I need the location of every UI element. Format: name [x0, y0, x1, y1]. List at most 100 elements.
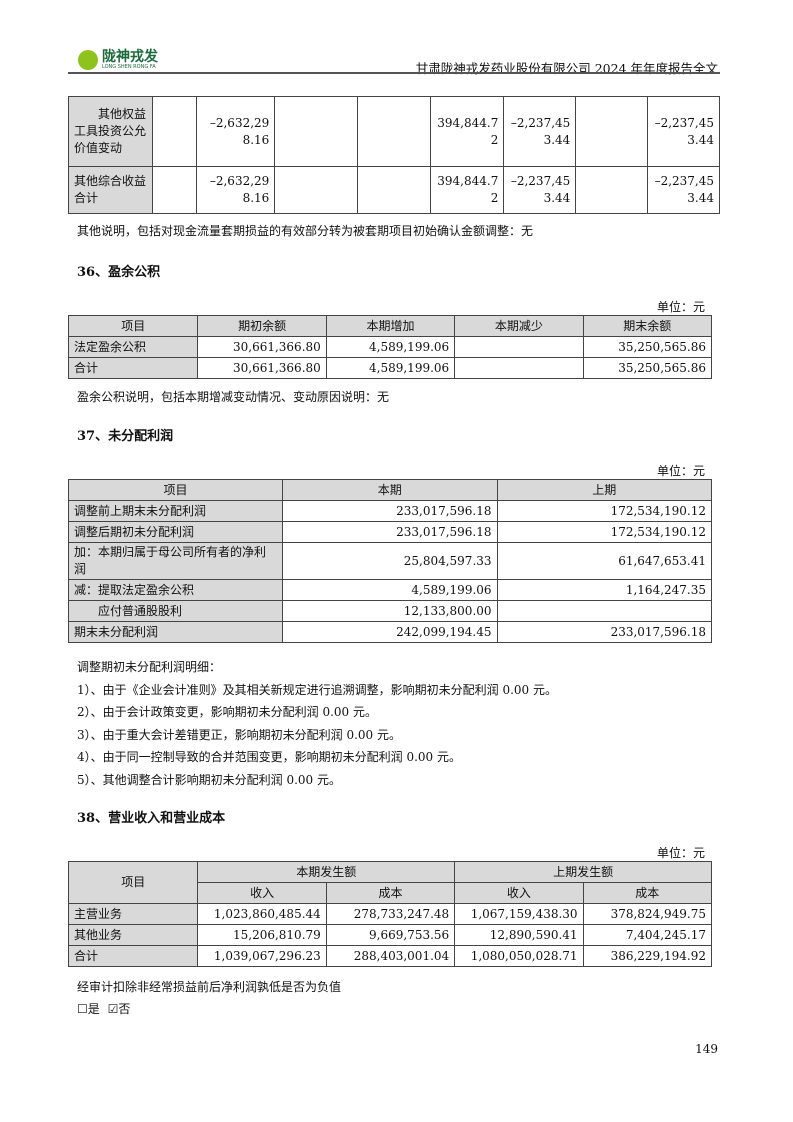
note-line: 4）、由于同一控制导致的合并范围变更，影响期初未分配利润 0.00 元。	[77, 750, 461, 765]
table-cell	[575, 166, 648, 214]
table-cell: 上期发生额	[454, 861, 712, 883]
table-cell: 其他业务	[67, 924, 199, 946]
oci-note: 其他说明，包括对现金流量套期损益的有效部分转为被套期项目初始确认金额调整：无	[77, 224, 534, 238]
answer-options: ☐是 ☑否	[77, 1000, 130, 1017]
table-cell: 项目	[67, 861, 199, 904]
unit-label: 单位：元	[656, 846, 705, 860]
table-row: 其他综合收益合计 –2,632,298.16 394,844.72 –2,237,45…	[67, 166, 721, 214]
note-line: 调整期初未分配利润明细：	[77, 660, 222, 674]
table-cell: 278,733,247.48	[325, 903, 456, 925]
table-row: 其他权益工具投资公允价值变动 –2,632,298.16 394,844.72 –2,…	[67, 96, 721, 167]
table-cell: 35,250,565.86	[582, 357, 713, 379]
oci-table: 其他权益工具投资公允价值变动 –2,632,298.16 394,844.72 –2,…	[67, 96, 721, 214]
table-cell: 4,589,199.06	[325, 336, 456, 358]
surplus-note: 盈余公积说明，包括本期增减变动情况、变动原因说明：无	[77, 390, 390, 404]
page-number: 149	[695, 1042, 718, 1056]
table-cell: 172,534,190.12	[496, 521, 713, 543]
table-cell: 成本	[325, 882, 456, 904]
table-row: 调整后期初未分配利润 233,017,596.18 172,534,190.12	[67, 521, 713, 543]
table-cell: 上期	[496, 479, 713, 501]
table-row: 应付普通股股利 12,133,800.00	[67, 600, 713, 622]
note-line: 5）、其他调整合计影响期初未分配利润 0.00 元。	[77, 772, 341, 787]
table-cell: 288,403,001.04	[325, 945, 456, 967]
undistributed-profit-table: 项目 本期 上期 调整前上期末未分配利润 233,017,596.18 172,534,1…	[67, 479, 713, 643]
table-cell: –2,632,298.16	[196, 166, 276, 214]
table-cell: 本期增加	[325, 315, 456, 337]
table-cell	[454, 336, 584, 358]
table-row: 合计 30,661,366.80 4,589,199.06 35,250,565.86	[67, 357, 713, 379]
surplus-reserve-table: 项目 期初余额 本期增加 本期减少 期末余额 法定盈余公积 30,661,366.80 4,5…	[67, 315, 713, 379]
table-cell: 30,661,366.80	[197, 357, 327, 379]
section-38-title: 38、营业收入和营业成本	[77, 811, 226, 826]
table-cell: 378,824,949.75	[582, 903, 713, 925]
table-cell: –2,237,453.44	[646, 96, 721, 167]
table-cell: 项目	[67, 315, 199, 337]
note-line: 1）、由于《企业会计准则》及其相关新规定进行追溯调整，影响期初未分配利润 0.0…	[77, 682, 557, 697]
table-row: 法定盈余公积 30,661,366.80 4,589,199.06 35,250,56…	[67, 336, 713, 358]
table-cell: 调整前上期末未分配利润	[67, 500, 284, 522]
table-cell: 12,890,590.41	[454, 924, 584, 946]
table-cell: 加：本期归属于母公司所有者的净利润	[67, 542, 284, 580]
table-cell: –2,237,453.44	[503, 166, 577, 214]
table-cell: 本期发生额	[197, 861, 456, 883]
table-cell: 1,080,050,028.71	[454, 945, 584, 967]
table-row: 减：提取法定盈余公积 4,589,199.06 1,164,247.35	[67, 579, 713, 601]
table-cell: 本期减少	[454, 315, 584, 337]
table-row: 期末未分配利润 242,099,194.45 233,017,596.18	[67, 621, 713, 643]
table-cell: 成本	[582, 882, 713, 904]
table-cell: 主营业务	[67, 903, 199, 925]
table-row: 其他业务 15,206,810.79 9,669,753.56 12,890,590.…	[67, 924, 713, 946]
table-cell: –2,237,453.44	[503, 96, 577, 167]
table-cell: 其他综合收益合计	[67, 166, 154, 214]
table-cell: 期初余额	[197, 315, 327, 337]
table-cell: 收入	[454, 882, 584, 904]
section-36-title: 36、盈余公积	[77, 265, 161, 280]
table-cell: 12,133,800.00	[282, 600, 498, 622]
table-cell: 30,661,366.80	[197, 336, 327, 358]
document-title: 甘肃陇神戎发药业股份有限公司 2024 年年度报告全文	[415, 61, 718, 76]
table-cell: 9,669,753.56	[325, 924, 456, 946]
table-cell: 61,647,653.41	[496, 542, 713, 580]
table-row: 收入 成本 收入 成本	[69, 882, 713, 904]
table-row: 主营业务 1,023,860,485.44 278,733,247.48 1,067,…	[67, 903, 713, 925]
table-row: 调整前上期末未分配利润 233,017,596.18 172,534,190.12	[67, 500, 713, 522]
table-cell: 应付普通股股利	[67, 600, 284, 622]
note-line: 2）、由于会计政策变更，影响期初未分配利润 0.00 元。	[77, 705, 377, 720]
table-cell: 本期	[282, 479, 498, 501]
table-cell: 4,589,199.06	[325, 357, 456, 379]
table-row: 项目 期初余额 本期增加 本期减少 期末余额	[67, 315, 713, 337]
table-row: 项目 本期 上期	[67, 479, 713, 501]
checkbox-no[interactable]: ☑	[107, 1002, 119, 1016]
table-cell: 394,844.72	[430, 96, 505, 167]
table-cell: 1,039,067,296.23	[197, 945, 327, 967]
table-cell: –2,237,453.44	[646, 166, 721, 214]
checkbox-yes[interactable]: ☐	[77, 1002, 88, 1016]
table-cell: 233,017,596.18	[496, 621, 713, 643]
table-cell	[454, 357, 584, 379]
table-cell: 期末余额	[582, 315, 713, 337]
revenue-cost-table: 项目 本期发生额 上期发生额 收入 成本 收入 成本 主营业务 1,023,860,485.44…	[67, 861, 713, 967]
table-cell: 4,589,199.06	[282, 579, 498, 601]
table-cell	[356, 96, 432, 167]
table-cell: 172,534,190.12	[496, 500, 713, 522]
table-cell: 合计	[67, 357, 199, 379]
table-cell: 7,404,245.17	[582, 924, 713, 946]
table-cell	[152, 166, 198, 214]
table-cell: 242,099,194.45	[282, 621, 498, 643]
table-cell	[274, 166, 358, 214]
table-cell: 394,844.72	[430, 166, 505, 214]
table-row: 加：本期归属于母公司所有者的净利润 25,804,597.33 61,647,653…	[67, 542, 713, 580]
table-cell: 调整后期初未分配利润	[67, 521, 284, 543]
header-rule	[68, 72, 720, 74]
table-cell	[152, 96, 198, 167]
section-37-title: 37、未分配利润	[77, 429, 174, 444]
table-cell: 收入	[197, 882, 327, 904]
logo-mark-icon	[78, 50, 98, 70]
table-cell: 合计	[67, 945, 199, 967]
table-cell: 其他权益工具投资公允价值变动	[67, 96, 154, 167]
note-line: 3）、由于重大会计差错更正，影响期初未分配利润 0.00 元。	[77, 727, 401, 742]
table-cell: 25,804,597.33	[282, 542, 498, 580]
table-cell: 233,017,596.18	[282, 500, 498, 522]
table-cell: 1,164,247.35	[496, 579, 713, 601]
